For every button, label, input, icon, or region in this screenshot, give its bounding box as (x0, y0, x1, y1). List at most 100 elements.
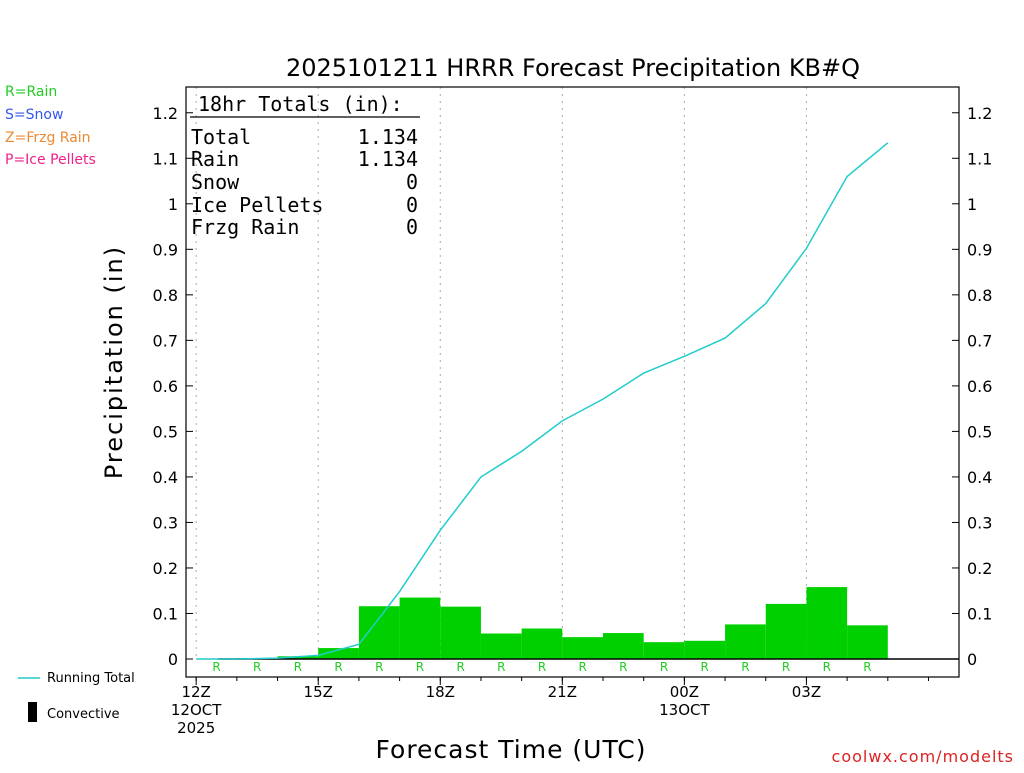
totals-box: 18hr Totals (in): Total 1.134 Rain 1.134… (190, 92, 420, 239)
y-axis-right: 0 0.1 0.2 0.3 0.4 0.5 0.6 0.7 0.8 0.9 1 1.1 1.2 (952, 104, 992, 669)
y-tick-label-right: 1.2 (967, 104, 992, 123)
watermark: coolwx.com/modelts (832, 747, 1014, 766)
precip-bar (480, 633, 522, 659)
gridlines (195, 87, 807, 659)
precip-bar (684, 640, 726, 659)
x-tick-label: 15Z (304, 683, 333, 701)
y-tick-label-left: 0.2 (153, 559, 178, 578)
ptype-legend-frzg-rain: Z=Frzg Rain (5, 130, 91, 146)
y-tick-label-left: 0.4 (153, 468, 178, 487)
totals-value-rain: 1.134 (358, 147, 418, 171)
y-tick-label-right: 0.1 (967, 604, 992, 623)
totals-label-rain: Rain (191, 147, 239, 171)
y-tick-label-right: 0.3 (967, 513, 992, 532)
y-tick-label-right: 0.2 (967, 559, 992, 578)
precip-bar (358, 606, 400, 659)
precip-bar (399, 597, 441, 659)
y-tick-label-right: 1 (967, 195, 977, 214)
x-tick-label: 13OCT (659, 701, 710, 719)
x-tick-label: 00Z (670, 683, 699, 701)
y-tick-label-left: 0.3 (153, 513, 178, 532)
chart-title: 2025101211 HRRR Forecast Precipitation K… (286, 54, 860, 82)
ptype-legend-snow: S=Snow (5, 107, 63, 123)
ptype-legend-rain: R=Rain (5, 84, 57, 100)
y-axis-left: 0 0.1 0.2 0.3 0.4 0.5 0.6 0.7 0.8 0.9 1 1.1 1.2 (153, 104, 193, 669)
precip-bar (806, 587, 848, 659)
ptype-mark: R (416, 660, 424, 674)
ptype-mark: R (334, 660, 342, 674)
precip-bar (318, 648, 359, 659)
totals-value-frzg-rain: 0 (406, 215, 418, 239)
y-axis-title: Precipitation (in) (100, 245, 128, 479)
y-tick-label-right: 0 (967, 650, 977, 669)
totals-header: 18hr Totals (in): (198, 92, 403, 116)
ptype-legend: R=Rain S=Snow Z=Frzg Rain P=Ice Pellets (5, 84, 96, 168)
x-tick-label: 12Z (181, 683, 210, 701)
ptype-legend-ice-pellets: P=Ice Pellets (5, 152, 96, 168)
y-tick-label-left: 0.1 (153, 604, 178, 623)
totals-value-total: 1.134 (358, 125, 418, 149)
running-total-line (196, 142, 889, 660)
precip-bar (725, 624, 766, 659)
ptype-mark: R (294, 660, 302, 674)
x-tick-label: 03Z (792, 683, 821, 701)
precip-bar (643, 642, 685, 659)
totals-label-ice-pellets: Ice Pellets (191, 193, 323, 217)
precip-bar (847, 625, 888, 659)
y-tick-label-left: 0.8 (153, 286, 178, 305)
series-legend: Running Total Convective (18, 671, 135, 722)
convective-swatch (28, 702, 37, 722)
y-tick-label-right: 0.4 (967, 468, 992, 487)
plot-frame (185, 86, 960, 678)
ptype-mark: R (701, 660, 709, 674)
ptype-mark: R (863, 660, 871, 674)
precip-bar (277, 656, 319, 659)
ptype-mark: R (741, 660, 749, 674)
x-tick-label: 21Z (548, 683, 577, 701)
precip-bar (562, 637, 604, 659)
y-tick-label-right: 0.6 (967, 377, 992, 396)
y-tick-label-right: 0.9 (967, 240, 992, 259)
totals-label-frzg-rain: Frzg Rain (191, 215, 299, 239)
precip-bar (440, 606, 481, 659)
precip-bars (236, 587, 888, 659)
ptype-mark: R (253, 660, 261, 674)
x-axis-title: Forecast Time (UTC) (376, 735, 647, 764)
ptype-mark: R (578, 660, 586, 674)
y-tick-label-left: 0.6 (153, 377, 178, 396)
convective-label: Convective (47, 707, 120, 722)
precip-bar (765, 603, 807, 659)
y-tick-label-left: 0.5 (153, 422, 178, 441)
x-tick-label: 12OCT (171, 701, 222, 719)
running-total-label: Running Total (47, 671, 135, 686)
ptype-mark: R (660, 660, 668, 674)
y-tick-label-left: 0 (168, 650, 178, 669)
ptype-mark: R (619, 660, 627, 674)
ptype-mark: R (497, 660, 505, 674)
ptype-mark: R (375, 660, 383, 674)
totals-label-total: Total (191, 125, 251, 149)
ptype-mark: R (782, 660, 790, 674)
totals-value-ice-pellets: 0 (406, 193, 418, 217)
totals-label-snow: Snow (191, 170, 240, 194)
precip-bar (603, 633, 644, 659)
x-tick-label: 18Z (426, 683, 455, 701)
y-tick-label-right: 0.8 (967, 286, 992, 305)
y-tick-label-left: 0.9 (153, 240, 178, 259)
y-tick-label-right: 0.7 (967, 331, 992, 350)
ptype-mark: R (212, 660, 220, 674)
ptype-mark: R (538, 660, 546, 674)
x-tick-label: 2025 (177, 719, 215, 737)
precip-bar (521, 628, 563, 659)
ptype-mark: R (823, 660, 831, 674)
y-tick-label-left: 0.7 (153, 331, 178, 350)
totals-value-snow: 0 (406, 170, 418, 194)
y-tick-label-left: 1 (168, 195, 178, 214)
y-tick-label-left: 1.1 (153, 149, 178, 168)
y-tick-label-right: 1.1 (967, 149, 992, 168)
y-tick-label-right: 0.5 (967, 422, 992, 441)
